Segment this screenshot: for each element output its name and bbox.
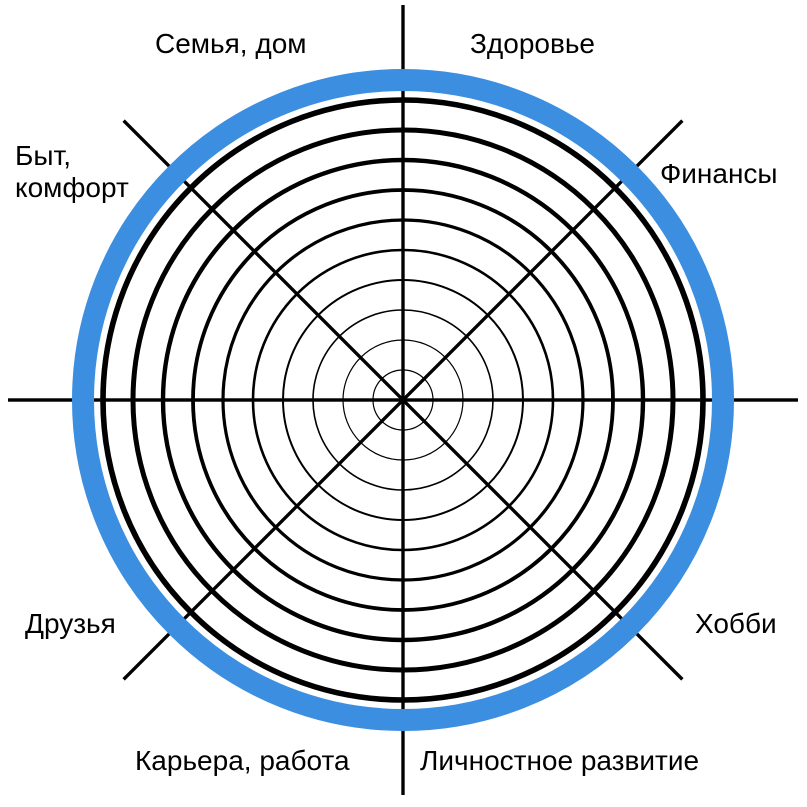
sector-label: Здоровье — [470, 28, 595, 60]
wheel-svg — [0, 0, 807, 807]
sector-label: Быт, комфорт — [15, 140, 129, 204]
sector-label: Друзья — [25, 608, 116, 640]
sector-label: Хобби — [695, 608, 777, 640]
sector-label: Карьера, работа — [135, 745, 350, 777]
life-wheel-diagram: Семья, дом Здоровье Быт, комфорт Финансы Дру… — [0, 0, 807, 807]
sector-label: Финансы — [660, 158, 778, 190]
sector-label: Семья, дом — [155, 28, 307, 60]
sector-label: Личностное развитие — [420, 745, 699, 777]
